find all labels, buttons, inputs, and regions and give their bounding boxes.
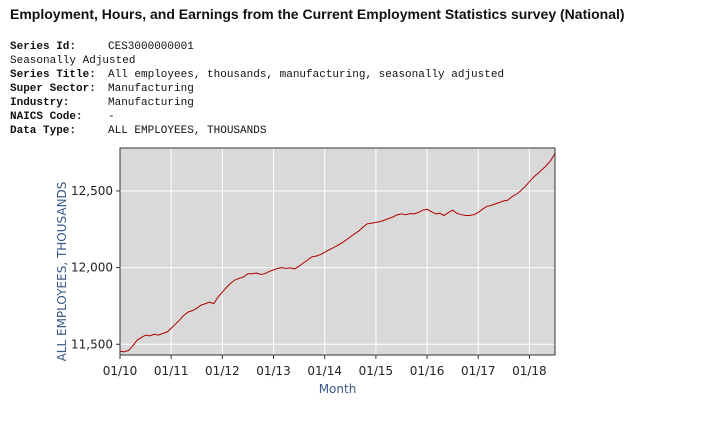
series-line	[119, 153, 556, 353]
y-tick-label: 12,000	[71, 261, 113, 275]
x-tick-label: 01/16	[410, 364, 445, 378]
meta-row-data-type: Data Type: ALL EMPLOYEES, THOUSANDS	[10, 124, 504, 138]
page-title: Employment, Hours, and Earnings from the…	[10, 6, 625, 22]
x-tick-label: 01/15	[359, 364, 394, 378]
y-axis: 11,500 12,000 12,500	[71, 184, 120, 351]
meta-row-seasonal: Seasonally Adjusted	[10, 54, 504, 68]
x-axis-label: Month	[319, 382, 357, 396]
y-axis-label: ALL EMPLOYEES, THOUSANDS	[55, 182, 69, 362]
meta-label: Series Id:	[10, 41, 77, 53]
meta-value: -	[108, 111, 115, 123]
meta-row-series-title: Series Title: All employees, thousands, m…	[10, 68, 504, 82]
x-tick-label: 01/17	[461, 364, 496, 378]
x-tick-label: 01/18	[512, 364, 547, 378]
meta-value: All employees, thousands, manufacturing,…	[108, 69, 505, 81]
y-tick-label: 11,500	[71, 337, 113, 351]
x-tick-label: 01/12	[205, 364, 240, 378]
meta-label: Industry:	[10, 97, 70, 109]
plot-area	[120, 148, 555, 355]
meta-value: Seasonally Adjusted	[10, 55, 136, 67]
series-metadata: Series Id: CES3000000001 Seasonally Adjus…	[10, 40, 504, 138]
meta-label: Data Type:	[10, 125, 77, 137]
plot-frame	[119, 147, 556, 356]
x-tick-label: 01/13	[256, 364, 291, 378]
meta-row-super-sector: Super Sector: Manufacturing	[10, 82, 504, 96]
meta-label: Super Sector:	[10, 83, 96, 95]
x-tick-label: 01/11	[154, 364, 189, 378]
meta-label: Series Title:	[10, 69, 96, 81]
meta-value: Manufacturing	[108, 83, 194, 95]
meta-label: NAICS Code:	[10, 111, 83, 123]
x-axis: 01/10 01/11 01/12 01/13 01/14 01/15 01/16 01/17…	[103, 355, 547, 378]
x-tick-label: 01/14	[307, 364, 342, 378]
meta-value: ALL EMPLOYEES, THOUSANDS	[108, 125, 267, 137]
meta-row-industry: Industry: Manufacturing	[10, 96, 504, 110]
x-tick-label: 01/10	[103, 364, 138, 378]
meta-row-series-id: Series Id: CES3000000001	[10, 40, 504, 54]
y-tick-label: 12,500	[71, 184, 113, 198]
meta-row-naics-code: NAICS Code: -	[10, 110, 504, 124]
meta-value: CES3000000001	[108, 41, 194, 53]
meta-value: Manufacturing	[108, 97, 194, 109]
